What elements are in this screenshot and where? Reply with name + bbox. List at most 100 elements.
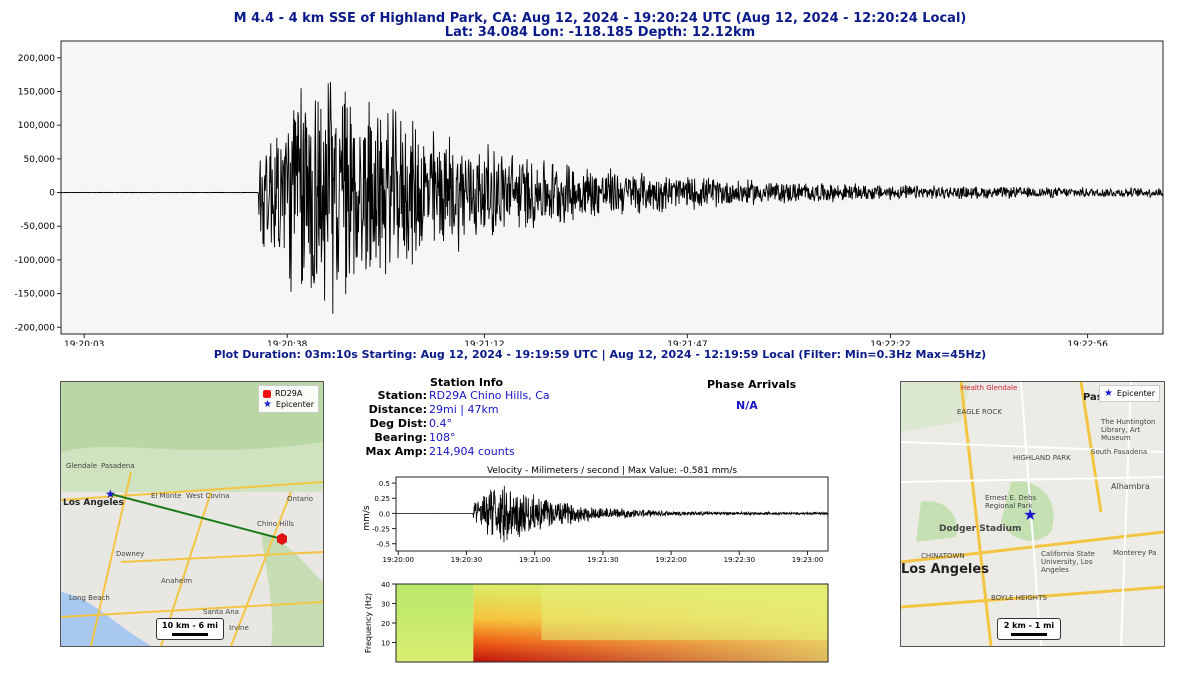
legend-epicenter: ★ Epicenter [263,399,314,410]
freeway-line [230,491,292,646]
y-tick-label: 200,000 [18,54,55,64]
y-tick-label: 0.0 [379,510,390,518]
deg-dist-key: Deg Dist: [369,417,427,430]
plot-duration-footer: Plot Duration: 03m:10s Starting: Aug 12,… [213,348,987,361]
x-tick-label: 19:22:22 [870,340,910,346]
legend-epicenter-label: Epicenter [275,400,314,409]
map-legend: RD29A ★ Epicenter [257,385,319,413]
freeway-line [61,481,323,501]
map-place: Los Angeles [901,562,989,577]
map-place: Los Angeles [63,498,124,508]
map-place: The Huntington Library, Art Museum [1101,418,1156,442]
velocity-title: Velocity - Milimeters / second | Max Val… [487,466,737,476]
map-place: Health Glendale [961,384,1018,392]
x-tick-label: 19:22:30 [724,556,755,564]
park-area [901,382,971,432]
map-legend: ★ Epicenter [1098,385,1160,402]
spectrogram-high-freq [541,584,828,641]
y-tick-label: 50,000 [24,155,56,165]
x-tick-label: 19:23:00 [792,556,823,564]
ocean-area [61,592,151,646]
legend-epicenter: ★ Epicenter [1104,388,1155,399]
y-tick-label: 150,000 [18,88,55,98]
station-key: Station: [377,389,427,402]
freeway-line [120,551,323,563]
scale-label: 2 km - 1 mi [1003,621,1055,630]
freeway-line [90,471,132,646]
trace-line [61,81,1163,314]
y-tick-label: 20 [381,620,390,628]
max-amp-key: Max Amp: [365,445,427,458]
x-tick-label: 19:21:47 [667,340,707,346]
map-scale: 2 km - 1 mi [997,618,1061,640]
y-tick-label: -50,000 [20,222,55,232]
map-place: Long Beach [69,594,110,602]
freeway-line [901,585,1164,609]
y-tick-label: -100,000 [15,256,56,266]
y-tick-label: 40 [381,581,390,589]
foothill-area [61,442,323,492]
y-tick-label: -0.5 [376,541,390,549]
scale-label: 10 km - 6 mi [162,621,218,630]
scale-bar [1011,633,1047,636]
deg-dist-row: Deg Dist: 0.4° [355,417,655,431]
x-tick-label: 19:20:38 [267,340,308,346]
map-place: Downey [116,550,145,558]
x-tick-label: 19:20:30 [451,556,482,564]
epicenter-marker: ★ [105,487,116,501]
y-tick-label: 0.5 [379,480,390,488]
map-place: Chino Hills [257,520,294,528]
y-tick-label: 100,000 [18,121,55,131]
map-place: California State University, Los Angeles [1041,550,1095,574]
map-place: South Pasadena [1091,448,1148,456]
map-place: Monterey Pa [1113,549,1157,557]
map-scale: 10 km - 6 mi [156,618,224,640]
spectrogram-pre-event [396,584,474,662]
urban-area [61,492,323,646]
street-line [1020,382,1042,646]
local-map: ★ Health Glendale Pas EAGLE ROCK The Hun… [900,381,1165,647]
street-line [1120,382,1132,646]
hills-area [261,532,323,646]
map-place: BOYLE HEIGHTS [991,594,1047,602]
chart-subtitle: Lat: 34.084 Lon: -118.185 Depth: 12.12km [444,25,756,40]
y-tick-label: 0 [49,189,55,199]
map-place: Alhambra [1111,482,1150,491]
legend-station-label: RD29A [274,389,303,398]
y-tick-label: 30 [381,601,390,609]
regional-map-graphic: ★ [61,382,323,646]
bearing-row: Bearing: 108° [355,431,655,445]
spectrogram-ylabel: Frequency (Hz) [364,593,373,653]
x-tick-label: 19:21:00 [519,556,550,564]
y-tick-label: 10 [381,640,390,648]
x-tick-label: 19:22:56 [1067,340,1108,346]
seismogram-chart: -200,000 -150,000 -100,000 -50,000 0 50,000 10… [15,40,1164,346]
map-place: Dodger Stadium [939,524,1022,534]
map-place: Santa Ana [203,608,239,616]
star-icon: ★ [1103,387,1113,399]
station-value: RD29A Chino Hills, Ca [429,389,550,402]
legend-station: RD29A [262,388,314,399]
map-place: El Monte [151,492,182,500]
x-tick-label: 19:22:00 [655,556,686,564]
map-place: Ontario [287,495,314,503]
local-map-graphic: ★ [901,382,1164,646]
debs-park [1001,481,1054,541]
epicenter-station-path [110,493,283,540]
elysian-park [916,501,957,542]
scale-bar [172,633,208,636]
map-place: Anaheim [161,577,193,585]
map-place: Irvine [229,624,249,632]
star-icon: ★ [262,398,272,410]
phase-arrivals-heading: Phase Arrivals [707,378,797,391]
distance-row: Distance: 29mi | 47km [355,403,655,417]
station-row: Station: RD29A Chino Hills, Ca [355,389,655,403]
deg-dist-value: 0.4° [429,417,452,430]
station-marker [277,533,287,545]
street-line [901,441,1164,453]
bearing-value: 108° [429,431,456,444]
spectrogram-chart: 10 20 30 40 Frequency (Hz) [364,581,829,663]
distance-value: 29mi | 47km [429,403,499,416]
velocity-ylabel: mm/s [362,505,372,531]
max-amp-value: 214,904 counts [429,445,515,458]
